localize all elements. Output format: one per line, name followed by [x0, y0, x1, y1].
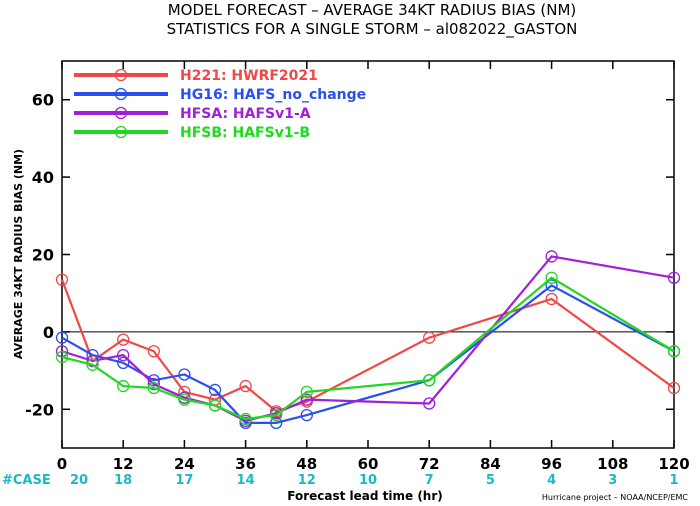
data-point [208, 399, 222, 412]
data-point [545, 292, 558, 306]
y-tick-label: 40 [32, 168, 54, 187]
data-point [545, 279, 558, 292]
legend-swatch-marker [114, 68, 128, 82]
data-point [55, 273, 69, 286]
legend-label: HFSB: HAFSv1-B [180, 125, 310, 141]
legend-item: HFSB: HAFSv1-B [74, 125, 310, 141]
data-point [55, 331, 69, 344]
series-layer [55, 250, 681, 429]
legend-swatch-marker [114, 87, 128, 101]
data-point [300, 408, 313, 422]
case-count: 1 [669, 473, 678, 488]
data-point [270, 416, 283, 429]
case-count: 17 [175, 473, 193, 488]
legend-item: H221: HWRF2021 [74, 68, 318, 84]
data-point [117, 348, 130, 362]
data-point [55, 350, 69, 364]
legend-swatch-marker [114, 125, 128, 139]
data-point [300, 385, 313, 399]
legend-label: H221: HWRF2021 [180, 68, 318, 84]
data-point [545, 271, 558, 284]
x-tick-label: 36 [235, 455, 256, 473]
series-4 [55, 271, 681, 426]
data-point [147, 345, 160, 358]
x-tick-label: 84 [480, 455, 501, 473]
x-tick-label: 60 [358, 455, 379, 473]
data-point [423, 397, 436, 410]
series-2 [55, 279, 681, 429]
series-line [61, 255, 675, 423]
x-tick-label: 96 [541, 455, 562, 473]
data-point [423, 374, 436, 387]
y-tick-label: 60 [32, 91, 54, 110]
case-count: 14 [237, 473, 255, 488]
data-point [545, 250, 558, 263]
y-tick-label: -20 [25, 400, 54, 419]
x-tick-label: 24 [174, 455, 195, 473]
series-1 [55, 273, 681, 418]
x-axis: 0 12 24 36 48 60 72 84 96 108 120 [57, 61, 690, 473]
y-tick-label: 0 [43, 323, 54, 342]
data-point [300, 393, 313, 406]
case-label: #CASE [2, 473, 51, 488]
case-counts: 20 18 17 14 12 10 7 5 4 3 1 [70, 473, 679, 488]
case-count: 20 [70, 473, 88, 488]
series-line [60, 279, 675, 413]
data-point [667, 381, 681, 395]
legend-label: HFSA: HAFSv1-A [180, 106, 311, 122]
series-line [61, 276, 675, 421]
case-count: 18 [114, 473, 132, 488]
case-count: 4 [547, 473, 556, 488]
data-point [208, 383, 222, 397]
x-tick-label: 12 [113, 455, 134, 473]
x-tick-label: 108 [597, 455, 628, 473]
case-count: 10 [359, 473, 377, 488]
legend-swatch-marker [114, 106, 128, 120]
legend-label: HG16: HAFS_no_change [180, 87, 366, 103]
case-count: 5 [486, 473, 495, 488]
y-axis-label: AVERAGE 34KT RADIUS BIAS (NM) [12, 149, 25, 359]
data-point [147, 381, 160, 395]
chart-title: MODEL FORECAST – AVERAGE 34KT RADIUS BIA… [168, 1, 577, 19]
x-tick-label: 120 [658, 455, 689, 473]
case-count: 3 [608, 473, 617, 488]
data-point [117, 379, 130, 393]
data-point [117, 333, 130, 346]
data-point [423, 331, 436, 344]
series-3 [55, 250, 681, 428]
case-count: 7 [425, 473, 434, 488]
legend-item: HG16: HAFS_no_change [74, 87, 366, 103]
data-point [86, 358, 99, 371]
y-tick-label: 20 [32, 246, 54, 265]
data-point [239, 379, 252, 393]
data-point [117, 356, 130, 370]
data-point [178, 393, 191, 406]
data-point [667, 345, 681, 358]
data-point [55, 345, 69, 358]
data-point [270, 408, 283, 422]
chart-subtitle: STATISTICS FOR A SINGLE STORM – al082022… [167, 20, 578, 39]
y-axis: -20 0 20 40 60 [25, 91, 674, 419]
x-tick-label: 48 [296, 455, 317, 473]
credit-text: Hurricane project – NOAA/NCEP/EMC [542, 493, 689, 502]
x-axis-label: Forecast lead time (hr) [287, 489, 443, 503]
data-point [178, 368, 191, 381]
x-tick-label: 0 [57, 455, 67, 473]
x-tick-label: 72 [419, 455, 440, 473]
case-count: 12 [298, 473, 316, 488]
data-point [86, 354, 99, 368]
data-point [147, 377, 160, 391]
legend: H221: HWRF2021 HG16: HAFS_no_change HFSA: … [74, 68, 366, 141]
data-point [667, 271, 681, 284]
data-point [239, 412, 252, 426]
legend-item: HFSA: HAFSv1-A [74, 106, 311, 122]
